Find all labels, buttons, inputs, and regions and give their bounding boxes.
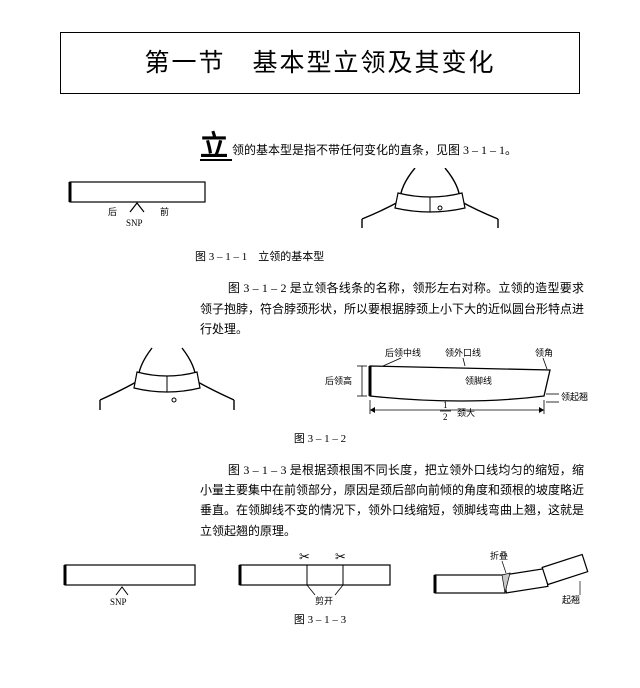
lbl-neck-size: 颈大 — [457, 407, 475, 418]
section-title-text: 第一节 基本型立领及其变化 — [144, 50, 495, 77]
para-3-1-3: 图 3 – 1 – 3 是根据颈根围不同长度，把立领外口线均匀的缩短，缩小量主要… — [200, 460, 584, 542]
para2-text: 图 3 – 1 – 2 是立领各线条的名称，领形左右对称。立领的造型要求领子抱脖… — [200, 281, 584, 336]
fig2-svg: 后领中线 领外口线 领角 后领高 领脚线 领起翘 — [60, 344, 600, 426]
lbl-back-center: 后领中线 — [385, 347, 421, 358]
figure-3-1-2: 后领中线 领外口线 领角 后领高 领脚线 领起翘 — [60, 344, 610, 426]
fig3-panel-c: 折叠 起翘 — [435, 550, 588, 605]
fig3-fold: 折叠 — [490, 550, 508, 561]
dropcap: 立 — [200, 134, 232, 161]
fig3-svg: SNP ✂ ✂ 剪开 — [60, 547, 600, 607]
lbl-neck-line: 领脚线 — [465, 375, 492, 386]
lbl-rise: 领起翘 — [561, 391, 588, 402]
fig1-strip-icon: 后 前 SNP — [70, 182, 205, 228]
lbl-outer: 领外口线 — [445, 347, 481, 358]
fig2-pattern-icon: 后领中线 领外口线 领角 后领高 领脚线 领起翘 — [325, 347, 588, 422]
fig3-rise: 起翘 — [562, 595, 580, 605]
lbl-corner: 领角 — [535, 347, 553, 358]
fig2-neck-icon — [100, 348, 234, 410]
fig1-neck-icon — [362, 168, 498, 228]
fig3-panel-b: ✂ ✂ 剪开 — [240, 549, 390, 606]
figure-3-1-3: SNP ✂ ✂ 剪开 — [60, 547, 610, 607]
intro-paragraph: 立 领的基本型是指不带任何变化的直条，见图 3 – 1 – 1。 — [200, 140, 584, 160]
fig2-caption: 图 3 – 1 – 2 — [0, 430, 640, 446]
para3-text: 图 3 – 1 – 3 是根据颈根围不同长度，把立领外口线均匀的缩短，缩小量主要… — [200, 463, 584, 538]
fig3-snp: SNP — [110, 597, 127, 607]
fig1-caption: 图 3 – 1 – 1 立领的基本型 — [195, 248, 640, 264]
lbl-half-num: 1 — [443, 400, 448, 410]
fig3-caption: 图 3 – 1 – 3 — [0, 611, 640, 627]
fig3-cut: 剪开 — [315, 595, 333, 606]
lbl-half-den: 2 — [443, 412, 448, 422]
section-title: 第一节 基本型立领及其变化 — [60, 32, 580, 94]
scissors-icon: ✂ — [335, 549, 346, 564]
figure-3-1-1: 后 前 SNP — [60, 168, 610, 240]
lbl-back-height: 后领高 — [325, 375, 352, 386]
label-snp: SNP — [126, 218, 143, 228]
para-3-1-2: 图 3 – 1 – 2 是立领各线条的名称，领形左右对称。立领的造型要求领子抱脖… — [200, 278, 584, 339]
label-back: 后 — [108, 207, 117, 217]
intro-text: 领的基本型是指不带任何变化的直条，见图 3 – 1 – 1。 — [232, 143, 517, 157]
fig3-panel-a: SNP — [65, 565, 195, 607]
fig1-svg: 后 前 SNP — [60, 168, 600, 240]
scissors-icon: ✂ — [299, 549, 310, 564]
label-front: 前 — [160, 206, 169, 217]
